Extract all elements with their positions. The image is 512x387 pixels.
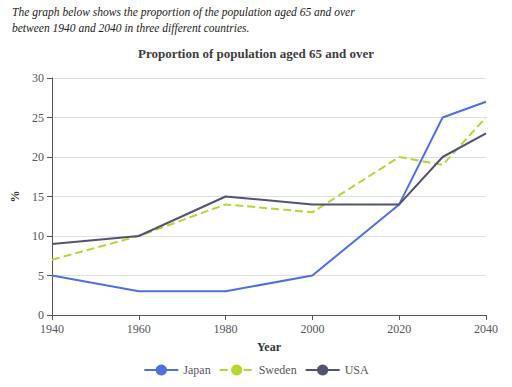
- svg-text:15: 15: [32, 190, 44, 204]
- svg-text:30: 30: [32, 71, 44, 85]
- svg-text:USA: USA: [345, 363, 369, 377]
- svg-text:between 1940 and 2040 in three: between 1940 and 2040 in three different…: [12, 22, 249, 35]
- svg-text:1940: 1940: [40, 322, 64, 336]
- svg-text:25: 25: [32, 111, 44, 125]
- svg-text:20: 20: [32, 150, 44, 164]
- svg-text:1960: 1960: [127, 322, 151, 336]
- svg-text:Year: Year: [257, 340, 282, 354]
- svg-text:The graph below shows the prop: The graph below shows the proportion of …: [12, 6, 355, 19]
- svg-text:2040: 2040: [474, 322, 498, 336]
- svg-text:Sweden: Sweden: [259, 363, 297, 377]
- svg-text:Japan: Japan: [183, 363, 210, 377]
- svg-text:2020: 2020: [387, 322, 411, 336]
- svg-text:1980: 1980: [214, 322, 238, 336]
- svg-text:5: 5: [38, 269, 44, 283]
- svg-text:2000: 2000: [300, 322, 324, 336]
- svg-text:10: 10: [32, 229, 44, 243]
- svg-text:%: %: [8, 191, 22, 203]
- svg-text:Proportion of population aged: Proportion of population aged 65 and ove…: [138, 46, 374, 61]
- svg-text:0: 0: [38, 308, 44, 322]
